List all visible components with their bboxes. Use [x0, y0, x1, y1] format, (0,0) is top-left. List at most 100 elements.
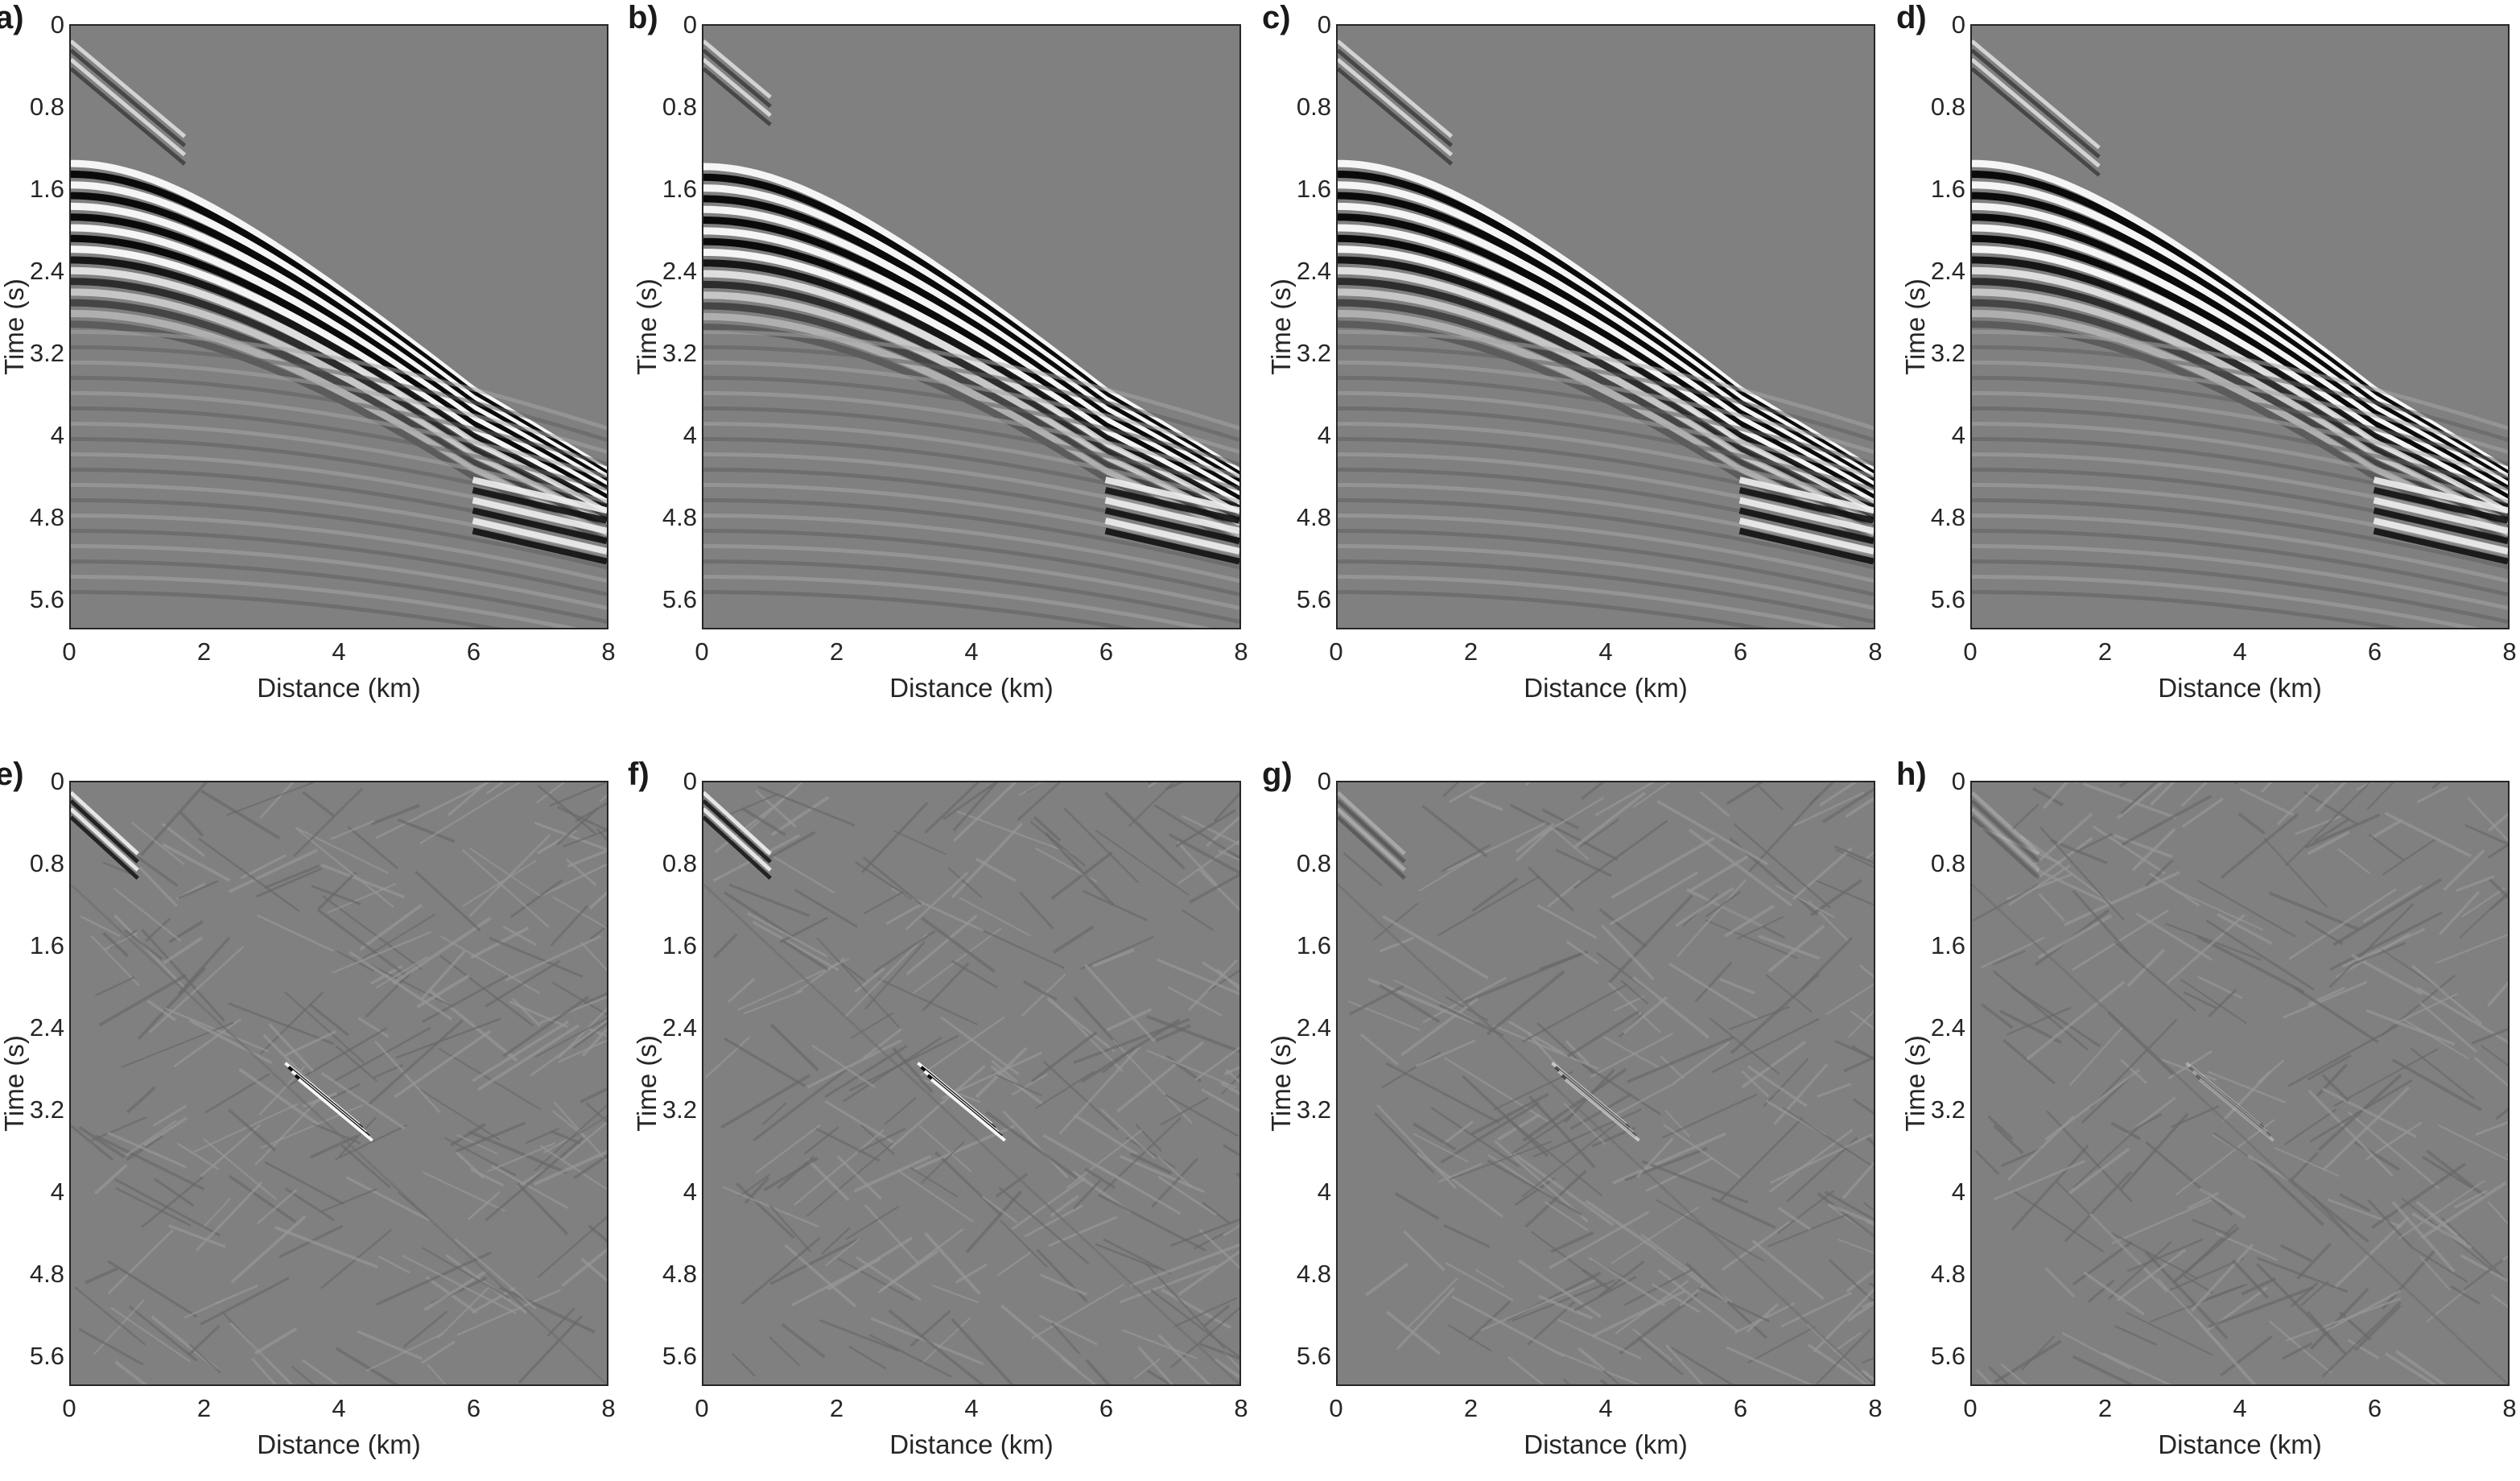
y-tick-label: 0 [51, 769, 64, 794]
y-tick-label: 1.6 [662, 176, 697, 201]
x-tick-label: 2 [2081, 639, 2130, 664]
x-tick-label: 0 [1946, 639, 1994, 664]
y-tick-label: 5.6 [662, 1343, 697, 1368]
y-tick-label: 1.6 [1297, 176, 1331, 201]
y-tick-label: 3.2 [30, 1097, 64, 1122]
x-tick-label: 8 [584, 1396, 633, 1421]
y-axis-label-text: Time (s) [1900, 278, 1931, 375]
x-tick-label: 2 [180, 639, 229, 664]
y-tick-label: 4 [1318, 423, 1331, 448]
panel-label: f) [628, 757, 650, 793]
panel-label: a) [0, 0, 24, 36]
y-tick-label: 5.6 [1931, 1343, 1965, 1368]
x-tick-label: 4 [2216, 639, 2264, 664]
x-axis-label: Distance (km) [1336, 1429, 1875, 1460]
y-tick-label: 2.4 [1931, 1015, 1965, 1040]
x-tick-label: 8 [584, 639, 633, 664]
y-tick-label: 3.2 [30, 340, 64, 365]
y-tick-label: 4 [51, 423, 64, 448]
y-tick-label: 5.6 [30, 587, 64, 612]
y-tick-label: 5.6 [30, 1343, 64, 1368]
x-tick-label: 0 [678, 1396, 726, 1421]
y-tick-label: 4.8 [30, 1261, 64, 1286]
x-tick-label: 6 [1717, 639, 1765, 664]
y-axis-label-text: Time (s) [0, 1035, 30, 1132]
x-axis-label: Distance (km) [702, 1429, 1241, 1460]
y-tick-label: 5.6 [662, 587, 697, 612]
y-axis-label-text: Time (s) [632, 1035, 662, 1132]
y-tick-label: 0.8 [662, 851, 697, 876]
y-tick-label: 3.2 [1297, 340, 1331, 365]
x-tick-label: 0 [45, 1396, 93, 1421]
panel-label: g) [1262, 757, 1293, 793]
y-tick-label: 0 [683, 769, 697, 794]
panel-label: d) [1896, 0, 1927, 36]
x-tick-label: 0 [1946, 1396, 1994, 1421]
y-tick-label: 4 [1952, 1179, 1965, 1204]
y-tick-label: 4.8 [1297, 505, 1331, 530]
seismic-gather-image [1336, 24, 1875, 629]
x-axis-label: Distance (km) [1970, 673, 2510, 703]
residual-gather-image [1970, 781, 2510, 1386]
x-tick-label: 6 [1717, 1396, 1765, 1421]
x-tick-label: 0 [45, 639, 93, 664]
x-tick-label: 8 [1851, 639, 1899, 664]
y-tick-label: 4.8 [662, 505, 697, 530]
x-axis-label: Distance (km) [69, 673, 608, 703]
y-tick-label: 4.8 [1297, 1261, 1331, 1286]
x-axis-label: Distance (km) [702, 673, 1241, 703]
y-tick-label: 1.6 [1931, 176, 1965, 201]
y-tick-label: 2.4 [30, 1015, 64, 1040]
y-tick-label: 0 [1318, 769, 1331, 794]
x-tick-label: 2 [813, 1396, 861, 1421]
x-tick-label: 6 [450, 639, 498, 664]
y-tick-label: 2.4 [1931, 258, 1965, 283]
y-tick-label: 1.6 [1931, 933, 1965, 958]
residual-gather-image [1336, 781, 1875, 1386]
x-tick-label: 4 [947, 1396, 996, 1421]
y-tick-label: 0 [51, 12, 64, 37]
x-tick-label: 4 [1582, 639, 1630, 664]
y-tick-label: 3.2 [1931, 340, 1965, 365]
panel-label: c) [1262, 0, 1291, 36]
y-tick-label: 4 [683, 1179, 697, 1204]
x-axis-label: Distance (km) [1970, 1429, 2510, 1460]
y-tick-label: 0 [1952, 769, 1965, 794]
y-tick-label: 1.6 [662, 933, 697, 958]
y-tick-label: 0 [1952, 12, 1965, 37]
y-tick-label: 0.8 [1931, 851, 1965, 876]
seismic-gather-image [702, 24, 1241, 629]
y-tick-label: 0 [683, 12, 697, 37]
x-tick-label: 4 [1582, 1396, 1630, 1421]
y-axis-label-text: Time (s) [1900, 1035, 1931, 1132]
y-axis-label-text: Time (s) [1266, 278, 1297, 375]
y-tick-label: 2.4 [662, 258, 697, 283]
y-tick-label: 5.6 [1297, 1343, 1331, 1368]
y-tick-label: 4.8 [1931, 1261, 1965, 1286]
y-tick-label: 5.6 [1297, 587, 1331, 612]
y-tick-label: 0.8 [1297, 94, 1331, 119]
x-axis-label: Distance (km) [69, 1429, 608, 1460]
y-tick-label: 0.8 [1297, 851, 1331, 876]
x-tick-label: 8 [1217, 1396, 1265, 1421]
y-tick-label: 2.4 [662, 1015, 697, 1040]
x-tick-label: 2 [1447, 639, 1495, 664]
y-tick-label: 0.8 [1931, 94, 1965, 119]
y-tick-label: 4.8 [1931, 505, 1965, 530]
y-tick-label: 4 [1952, 423, 1965, 448]
y-tick-label: 4 [51, 1179, 64, 1204]
y-tick-label: 3.2 [662, 340, 697, 365]
x-tick-label: 6 [1083, 639, 1131, 664]
x-tick-label: 8 [2485, 1396, 2520, 1421]
x-axis-label: Distance (km) [1336, 673, 1875, 703]
y-tick-label: 5.6 [1931, 587, 1965, 612]
y-tick-label: 3.2 [662, 1097, 697, 1122]
y-tick-label: 3.2 [1931, 1097, 1965, 1122]
panel-label: b) [628, 0, 658, 36]
y-axis-label-text: Time (s) [1266, 1035, 1297, 1132]
